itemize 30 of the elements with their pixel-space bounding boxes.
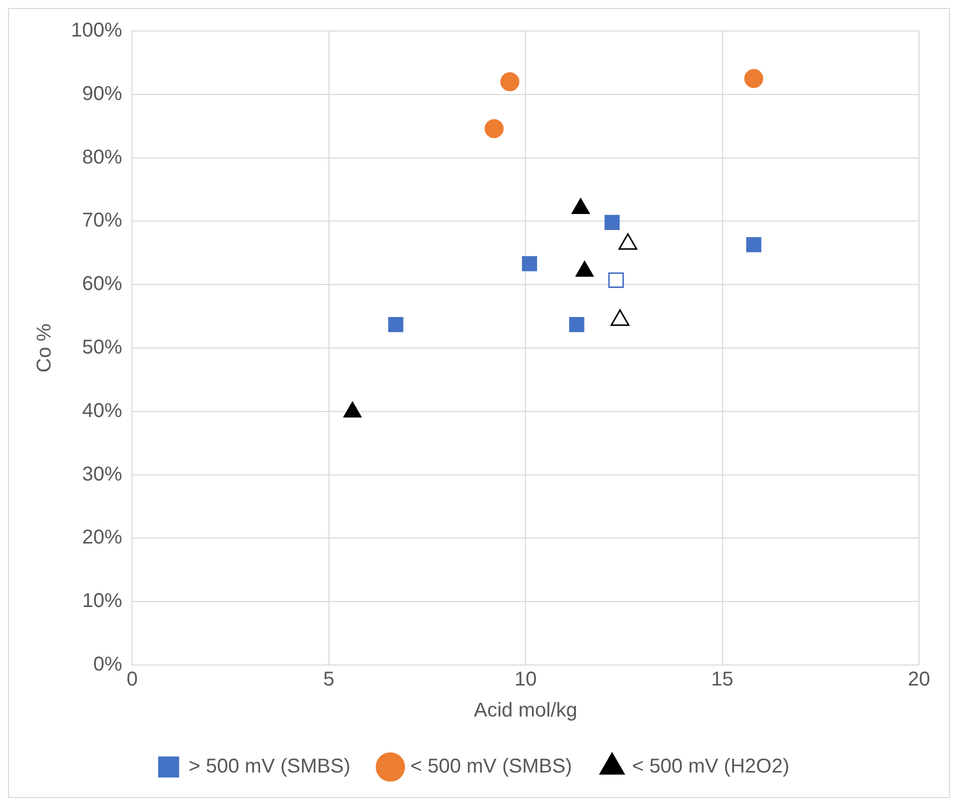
y-tick-label: 60%: [82, 273, 122, 296]
point: [604, 214, 620, 230]
x-tick-label: 0: [126, 668, 138, 691]
y-tick-label: 70%: [82, 210, 122, 232]
legend-label: < 500 mV (SMBS): [410, 756, 572, 778]
x-tick-label: 20: [908, 668, 930, 691]
y-tick-label: 100%: [70, 20, 122, 42]
y-tick-label: 90%: [82, 82, 122, 105]
x-tick-label: 15: [711, 668, 734, 691]
y-tick-label: 10%: [82, 590, 122, 612]
y-axis-title: Co %: [34, 323, 56, 372]
y-tick-label: 50%: [82, 336, 122, 359]
point: [569, 316, 584, 332]
y-tick-label: 40%: [82, 400, 122, 422]
point: [388, 316, 404, 332]
point: [744, 69, 764, 88]
y-tick-label: 80%: [82, 146, 122, 168]
y-tick-label: 20%: [82, 526, 122, 549]
legend-label: > 500 mV (SMBS): [188, 756, 350, 778]
legend-label: < 500 mV (H2O2): [632, 756, 790, 778]
x-tick-label: 10: [514, 668, 537, 691]
point: [500, 72, 520, 92]
x-axis-title: Acid mol/kg: [474, 700, 578, 722]
y-tick-label: 30%: [82, 463, 122, 486]
point: [608, 272, 624, 288]
point: [746, 237, 762, 252]
point: [484, 119, 504, 138]
x-tick-label: 5: [323, 668, 334, 691]
y-tick-label: 0%: [93, 654, 122, 676]
point: [522, 256, 538, 272]
